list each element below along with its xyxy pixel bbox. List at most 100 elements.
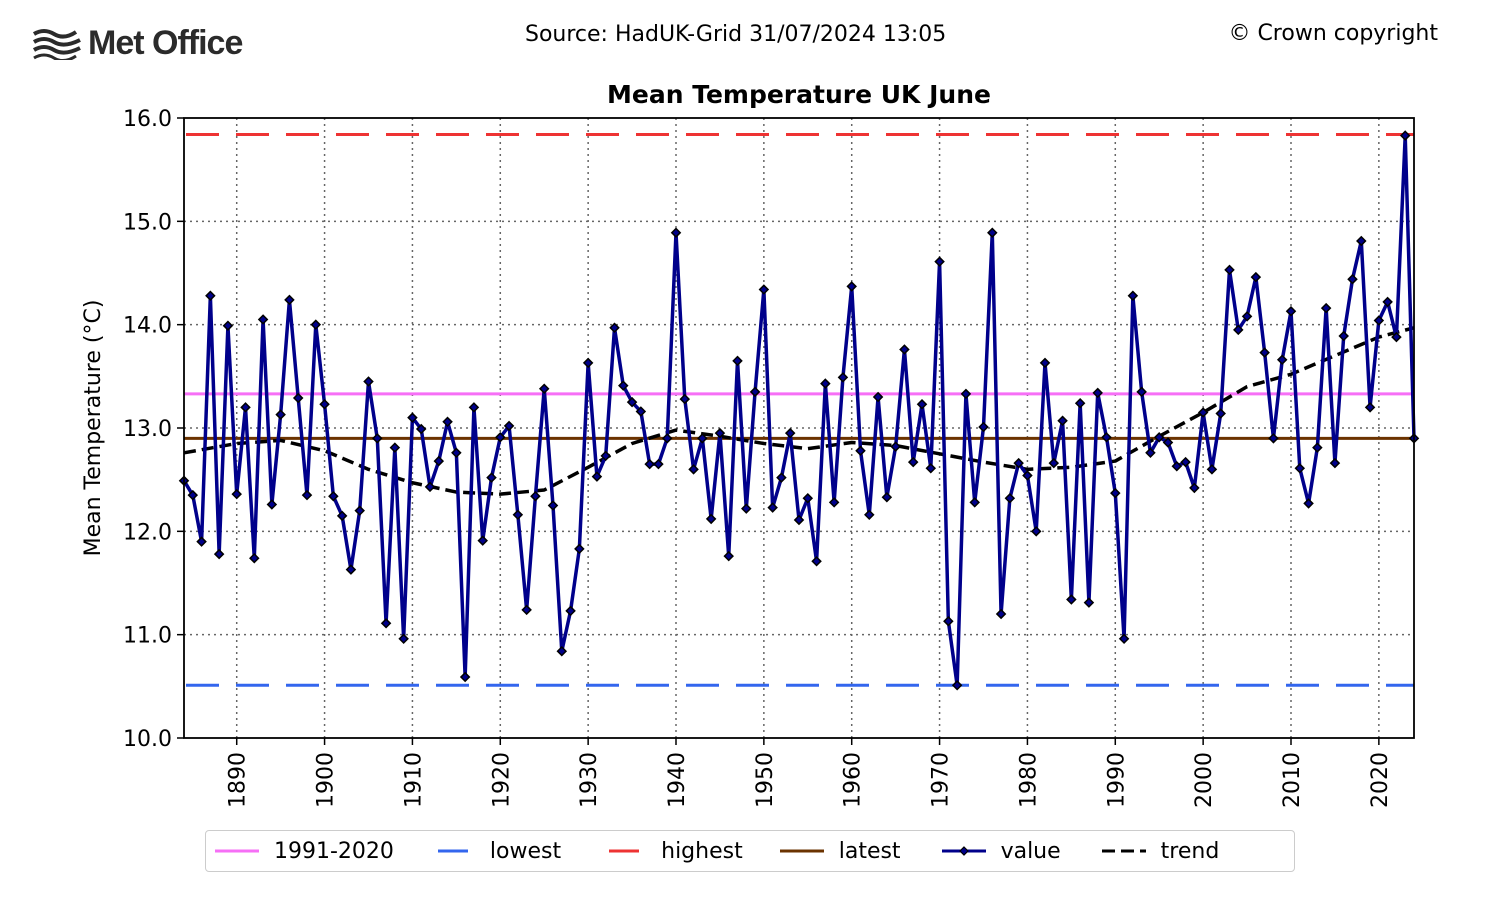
value-point <box>1338 330 1349 342</box>
value-point <box>1101 432 1112 443</box>
value-point <box>890 441 901 452</box>
legend-swatch-latest <box>779 849 824 853</box>
value-point <box>679 393 691 405</box>
value-point <box>1224 264 1235 276</box>
value-point <box>1030 526 1042 537</box>
value-point <box>705 513 717 525</box>
x-tick-label: 1960 <box>841 752 866 808</box>
value-point <box>758 284 770 295</box>
value-point <box>1268 433 1279 444</box>
value-point <box>723 550 734 562</box>
x-tick-label: 2010 <box>1280 752 1305 808</box>
value-point <box>424 481 436 493</box>
y-tick-label: 14.0 <box>123 314 172 339</box>
legend-swatch-baseline <box>215 849 259 853</box>
value-point <box>222 320 234 331</box>
value-point <box>776 472 787 483</box>
value-point <box>1083 597 1095 608</box>
value-point <box>618 380 629 391</box>
x-tick-label: 1920 <box>489 752 514 808</box>
y-axis-label: Mean Temperature (°C) <box>81 300 106 557</box>
value-point <box>1364 402 1376 413</box>
value-point <box>653 458 664 470</box>
value-point <box>1145 447 1156 459</box>
value-point <box>521 604 532 616</box>
value-point <box>1259 347 1270 358</box>
value-point <box>697 433 708 444</box>
value-point <box>301 489 313 501</box>
value-point <box>1092 387 1103 399</box>
value-point <box>468 402 480 413</box>
value-point <box>600 450 611 462</box>
value-point <box>336 510 348 522</box>
legend-item-lowest: lowest <box>430 839 561 864</box>
met-office-logo: Met Office <box>32 22 243 64</box>
copyright-label: © Crown copyright <box>1228 21 1438 46</box>
value-point <box>1039 357 1051 369</box>
value-point <box>1250 271 1262 283</box>
source-label: Source: HadUK-Grid 31/07/2024 13:05 <box>525 22 947 47</box>
x-tick-label: 1930 <box>577 752 602 808</box>
value-point <box>907 456 919 468</box>
y-tick-label: 12.0 <box>123 520 172 545</box>
value-point <box>864 509 875 521</box>
x-tick-label: 1980 <box>1016 752 1041 808</box>
value-point <box>591 471 603 482</box>
value-point <box>741 503 752 514</box>
logo-text: Met Office <box>88 23 243 62</box>
value-line <box>182 133 1416 688</box>
legend-label: 1991-2020 <box>274 838 394 864</box>
value-point <box>442 416 453 428</box>
x-tick-label: 1910 <box>401 752 426 808</box>
trend-line <box>183 326 1415 496</box>
value-point <box>820 378 831 389</box>
value-point <box>319 398 330 410</box>
waves-logo-icon <box>32 29 81 60</box>
value-point <box>354 505 365 516</box>
value-point <box>1136 386 1147 398</box>
value-point <box>732 355 743 367</box>
legend-item-trend: trend <box>1101 838 1220 864</box>
legend-swatch-lowest <box>437 849 468 853</box>
value-point <box>1057 415 1068 427</box>
value-point <box>433 455 445 467</box>
value-point <box>1171 460 1183 472</box>
value-point <box>1127 290 1139 301</box>
value-point <box>213 548 225 560</box>
chart-area: 10.0 11.0 12.0 13.0 14.0 15.0 16.0 1890 1900 1910… <box>81 107 1420 808</box>
legend-swatch-highest <box>609 849 640 853</box>
value-point <box>635 406 647 417</box>
legend-label: lowest <box>489 838 562 864</box>
value-point <box>389 442 401 453</box>
value-point <box>284 294 295 306</box>
value-point <box>1110 487 1121 499</box>
value-point <box>661 433 673 444</box>
value-point <box>828 497 840 508</box>
value-point <box>1276 354 1288 366</box>
x-tick-label: 1940 <box>665 752 690 808</box>
value-point <box>1162 437 1174 448</box>
value-point <box>1285 305 1297 317</box>
value-point <box>688 464 699 475</box>
value-point <box>872 391 884 403</box>
value-point <box>380 618 392 629</box>
value-point <box>784 427 796 439</box>
value-point <box>512 509 524 521</box>
value-point <box>257 314 269 325</box>
value-point <box>556 645 568 657</box>
value-point <box>644 458 655 470</box>
value-point <box>1206 464 1218 475</box>
value-point <box>626 396 638 408</box>
x-tick-label: 1900 <box>314 752 339 808</box>
value-point <box>398 633 409 645</box>
value-point <box>749 386 761 398</box>
value-point <box>328 490 339 502</box>
value-point <box>565 605 576 617</box>
value-point <box>1022 470 1033 481</box>
legend-item-baseline: 1991-2020 <box>214 839 394 864</box>
value-point <box>934 256 945 267</box>
value-point <box>372 433 383 444</box>
legend-label: trend <box>1160 838 1220 864</box>
legend-label: highest <box>661 838 743 864</box>
value-point <box>793 514 805 526</box>
